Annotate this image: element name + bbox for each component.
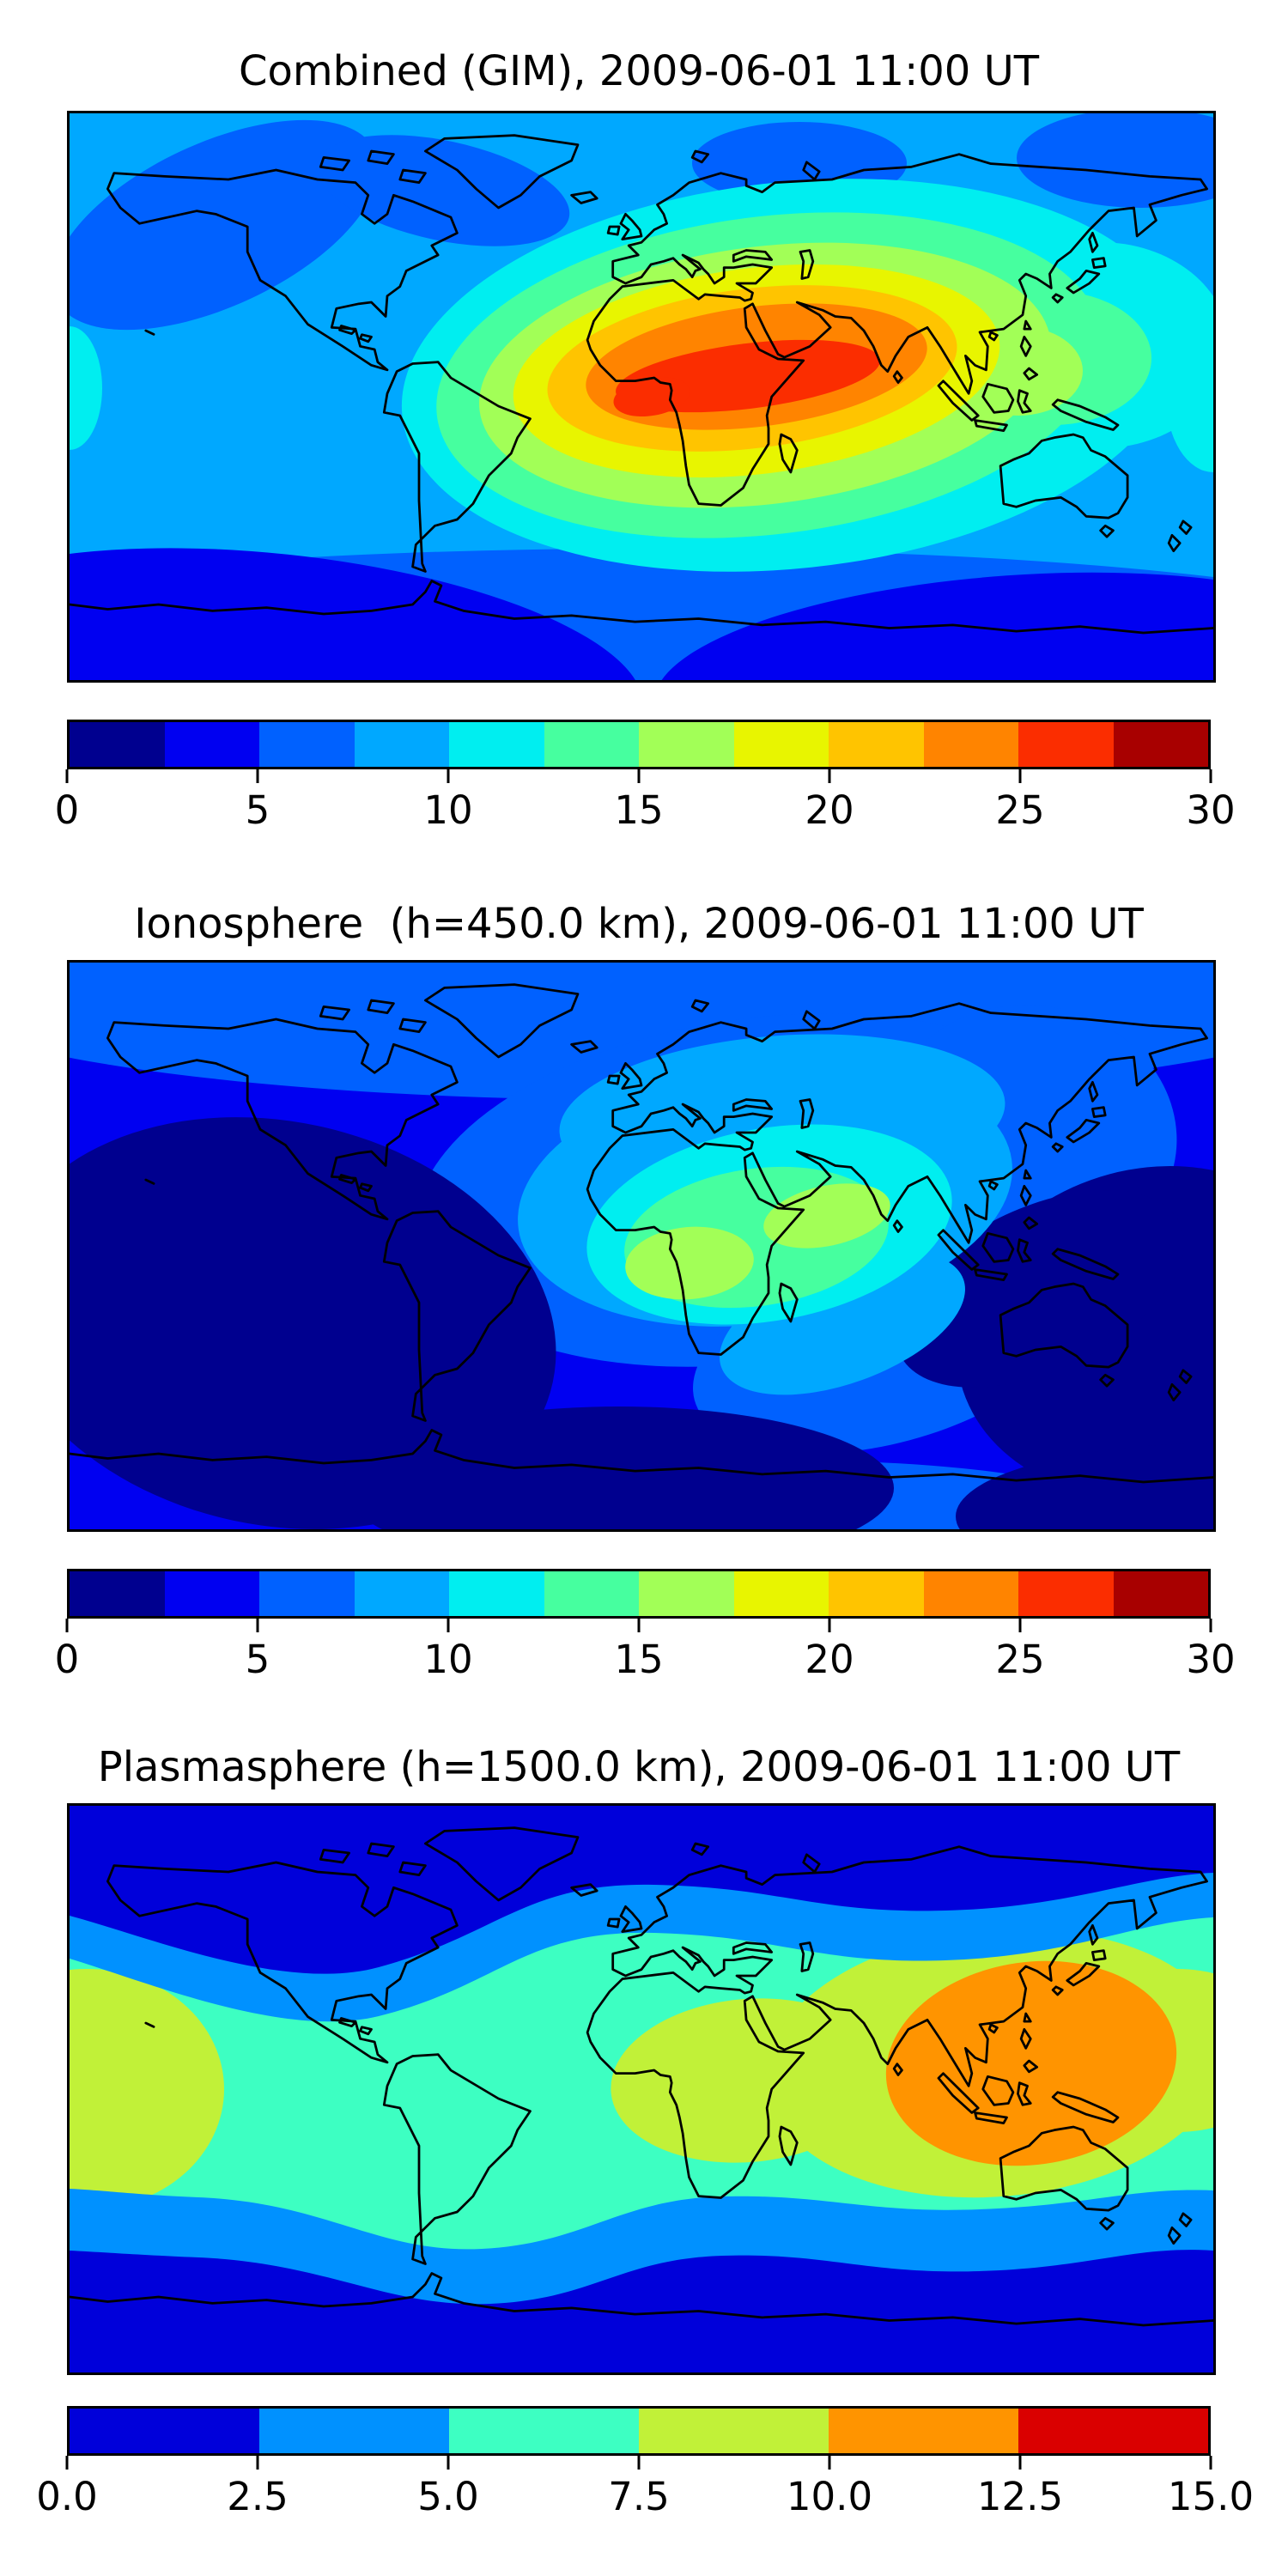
panel2-map (67, 960, 1216, 1532)
plasmasphere-tec-map (70, 1806, 1213, 2372)
tick-label: 15.0 (1167, 2474, 1255, 2519)
panel3-map (67, 1803, 1216, 2375)
tick-label: 5.0 (417, 2474, 479, 2519)
panel2-colorbar-gradient (67, 1569, 1211, 1619)
panel2-colorbar: 0 5 10 15 20 25 30 (55, 1569, 1236, 1682)
panel3-title: Plasmasphere (h=1500.0 km), 2009-06-01 1… (97, 1743, 1181, 1791)
tick-label: 5 (245, 787, 270, 833)
tick-label: 30 (1186, 787, 1236, 833)
panel1-title: Combined (GIM), 2009-06-01 11:00 UT (238, 47, 1040, 95)
panel3-colorbar-labels: 0.0 2.5 5.0 7.5 10.0 12.5 15.0 (36, 2474, 1254, 2523)
tick-label: 2.5 (227, 2474, 289, 2519)
tick-label: 10 (423, 1637, 473, 1682)
ionosphere-tec-map (70, 963, 1213, 1529)
panel3-colorbar-gradient (67, 2406, 1211, 2456)
tick-label: 15 (614, 1637, 664, 1682)
panel1-colorbar-gradient (67, 720, 1211, 769)
tick-label: 15 (614, 787, 664, 833)
panel2-colorbar-labels: 0 5 10 15 20 25 30 (55, 1637, 1236, 1686)
tick-label: 0 (54, 787, 80, 833)
panel2-title: Ionosphere (h=450.0 km), 2009-06-01 11:0… (134, 900, 1144, 948)
combined-tec-map (70, 113, 1213, 680)
panel1-colorbar: 0 5 10 15 20 25 30 (55, 720, 1236, 833)
tick-label: 10 (423, 787, 473, 833)
tick-label: 0 (54, 1637, 80, 1682)
tick-label: 0.0 (36, 2474, 98, 2519)
tick-label: 20 (805, 1637, 854, 1682)
tick-label: 25 (995, 1637, 1045, 1682)
tick-label: 25 (995, 787, 1045, 833)
tick-label: 10.0 (786, 2474, 873, 2519)
tick-label: 20 (805, 787, 854, 833)
tick-label: 7.5 (608, 2474, 670, 2519)
tick-label: 12.5 (976, 2474, 1064, 2519)
tick-label: 5 (245, 1637, 270, 1682)
panel1-map (67, 111, 1216, 683)
panel1-colorbar-labels: 0 5 10 15 20 25 30 (55, 787, 1236, 836)
tick-label: 30 (1186, 1637, 1236, 1682)
panel3-colorbar: 0.0 2.5 5.0 7.5 10.0 12.5 15.0 (36, 2406, 1254, 2519)
